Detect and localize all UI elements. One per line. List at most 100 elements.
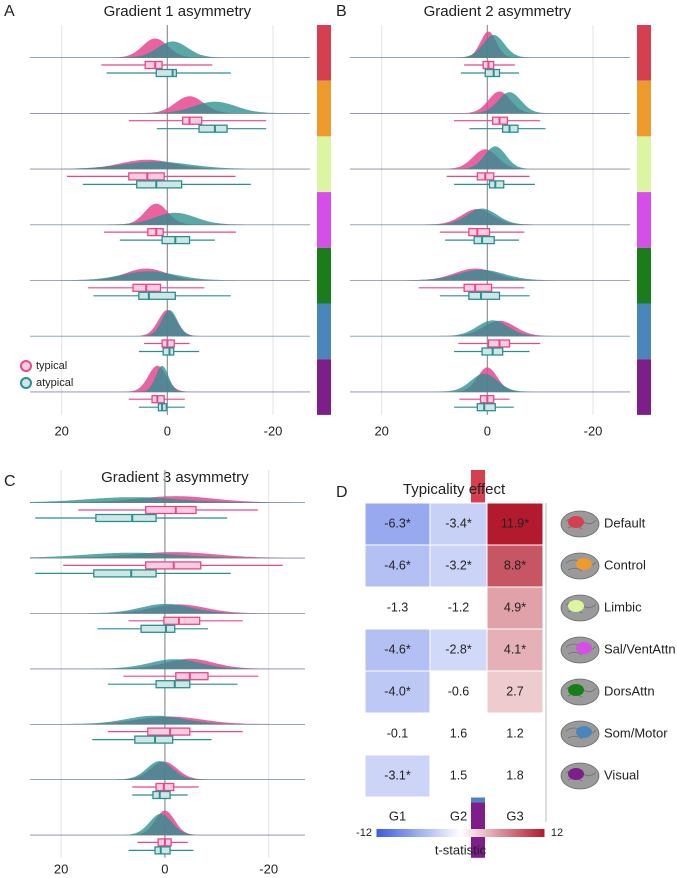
row-label: Limbic bbox=[604, 599, 642, 614]
x-tick-label: 20 bbox=[54, 861, 68, 876]
density-cloud bbox=[30, 271, 310, 281]
box bbox=[162, 347, 175, 356]
density-cloud bbox=[350, 146, 630, 170]
column-label: G3 bbox=[506, 808, 523, 823]
heat-cell bbox=[486, 628, 544, 672]
colorbar-label: t-statistic bbox=[435, 842, 487, 857]
box bbox=[163, 616, 201, 625]
brain-icon bbox=[560, 594, 600, 622]
density-cloud bbox=[30, 101, 310, 114]
cell-label: 1.2 bbox=[506, 726, 523, 740]
density-cloud bbox=[350, 92, 630, 114]
x-tick-label: 0 bbox=[161, 861, 168, 876]
density-cloud bbox=[350, 373, 630, 393]
density-cloud bbox=[30, 552, 305, 559]
network-band bbox=[317, 359, 331, 415]
brain-icon bbox=[560, 510, 600, 538]
heat-cell bbox=[429, 670, 488, 714]
heat-cell bbox=[429, 754, 488, 798]
box bbox=[476, 403, 496, 412]
cell-label: 4.9* bbox=[504, 600, 526, 614]
box bbox=[155, 68, 177, 78]
column-label: G2 bbox=[450, 808, 467, 823]
brain-icon bbox=[560, 678, 600, 706]
heat-cell bbox=[486, 544, 544, 588]
panel-letter: C bbox=[4, 473, 16, 490]
cell-label: -3.1* bbox=[384, 768, 411, 782]
box bbox=[463, 283, 493, 292]
heat-cell bbox=[364, 754, 431, 798]
cell-label: -1.2 bbox=[448, 600, 470, 614]
box bbox=[488, 180, 505, 189]
panel-letter: D bbox=[336, 484, 348, 501]
cell-label: -1.3 bbox=[387, 600, 409, 614]
network-patch bbox=[576, 558, 592, 570]
cell-label: 8.8* bbox=[504, 558, 526, 572]
box bbox=[147, 727, 191, 736]
row-label: Visual bbox=[604, 767, 639, 782]
brain-icon bbox=[560, 552, 600, 580]
box bbox=[175, 672, 209, 681]
density-cloud bbox=[30, 365, 310, 393]
heat-cell bbox=[364, 586, 431, 630]
box bbox=[134, 735, 174, 744]
cell-label: 1.6 bbox=[450, 726, 467, 740]
network-band bbox=[637, 136, 651, 193]
box bbox=[93, 569, 157, 578]
heat-cell bbox=[429, 502, 488, 546]
box bbox=[468, 291, 501, 300]
x-tick-label: -20 bbox=[259, 861, 278, 876]
cell-label: -4.6* bbox=[384, 558, 411, 572]
density-cloud bbox=[30, 41, 310, 58]
x-tick-label: 20 bbox=[54, 423, 68, 438]
colorbar-tick-label: -12 bbox=[356, 827, 372, 839]
network-band bbox=[317, 303, 331, 360]
network-patch bbox=[568, 516, 584, 528]
network-band bbox=[317, 247, 331, 304]
density-cloud bbox=[30, 497, 305, 503]
network-band bbox=[317, 192, 331, 248]
legend-marker bbox=[20, 377, 32, 389]
network-band bbox=[637, 192, 651, 248]
box bbox=[95, 513, 157, 523]
column-label: G1 bbox=[389, 808, 406, 823]
network-band bbox=[637, 303, 651, 360]
network-band bbox=[317, 25, 331, 81]
density-cloud bbox=[30, 603, 305, 614]
heat-cell bbox=[364, 712, 431, 756]
box bbox=[145, 505, 197, 515]
box bbox=[198, 124, 228, 133]
box bbox=[182, 116, 203, 125]
cell-label: -4.0* bbox=[384, 684, 411, 698]
legend-label: typical bbox=[36, 360, 67, 372]
box bbox=[140, 624, 176, 633]
box bbox=[473, 235, 495, 245]
cell-label: -0.6 bbox=[448, 684, 470, 698]
network-band bbox=[637, 247, 651, 304]
density-cloud bbox=[30, 813, 305, 836]
network-band bbox=[637, 359, 651, 415]
brain-icon bbox=[560, 720, 600, 748]
box bbox=[484, 68, 501, 78]
legend-label: atypical bbox=[36, 377, 73, 389]
network-band bbox=[637, 25, 651, 81]
network-patch bbox=[568, 768, 584, 780]
network-band bbox=[317, 80, 331, 137]
cell-label: 2.7 bbox=[506, 684, 523, 698]
colorbar bbox=[376, 829, 545, 837]
panel-letter: B bbox=[336, 3, 347, 20]
network-patch bbox=[576, 642, 592, 654]
heatmap-title: Typicality effect bbox=[403, 481, 506, 498]
heat-cell bbox=[486, 754, 544, 798]
cell-label: 4.1* bbox=[504, 642, 526, 656]
density-cloud bbox=[30, 96, 310, 114]
cell-label: -2.8* bbox=[445, 642, 472, 656]
brain-icon bbox=[560, 762, 600, 790]
heat-cell bbox=[364, 544, 431, 588]
box bbox=[144, 60, 163, 70]
row-label: Control bbox=[604, 557, 646, 572]
density-cloud bbox=[30, 310, 310, 337]
cell-label: -3.2* bbox=[445, 558, 472, 572]
heat-cell bbox=[429, 628, 488, 672]
